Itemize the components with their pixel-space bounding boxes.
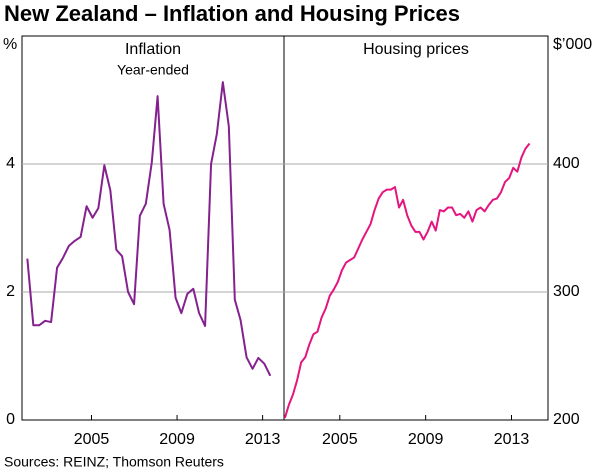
y-tick-label: 2 bbox=[6, 283, 15, 300]
data-line bbox=[283, 142, 531, 419]
x-tick-label: 2013 bbox=[245, 431, 281, 448]
y-tick-label: 300 bbox=[553, 283, 580, 300]
data-line bbox=[26, 81, 272, 377]
chart-title: New Zealand – Inflation and Housing Pric… bbox=[4, 1, 460, 26]
y-tick-label: 0 bbox=[6, 411, 15, 428]
x-tick-label: 2009 bbox=[159, 431, 195, 448]
source: Sources: REINZ; Thomson Reuters bbox=[4, 454, 224, 470]
panel-title: Inflation bbox=[125, 41, 181, 58]
panel-title: Housing prices bbox=[363, 41, 469, 58]
y-axis-unit: % bbox=[3, 36, 17, 53]
x-tick-label: 2013 bbox=[494, 431, 530, 448]
plot-frame bbox=[21, 35, 549, 421]
x-tick-label: 2005 bbox=[322, 431, 358, 448]
y-tick-label: 4 bbox=[6, 155, 15, 172]
x-tick-label: 2009 bbox=[408, 431, 444, 448]
panel-subtitle: Year-ended bbox=[117, 62, 189, 78]
y-axis-unit: $’000 bbox=[553, 36, 592, 53]
y-tick-label: 400 bbox=[553, 155, 580, 172]
x-tick-label: 2005 bbox=[74, 431, 110, 448]
y-tick-label: 200 bbox=[553, 411, 580, 428]
